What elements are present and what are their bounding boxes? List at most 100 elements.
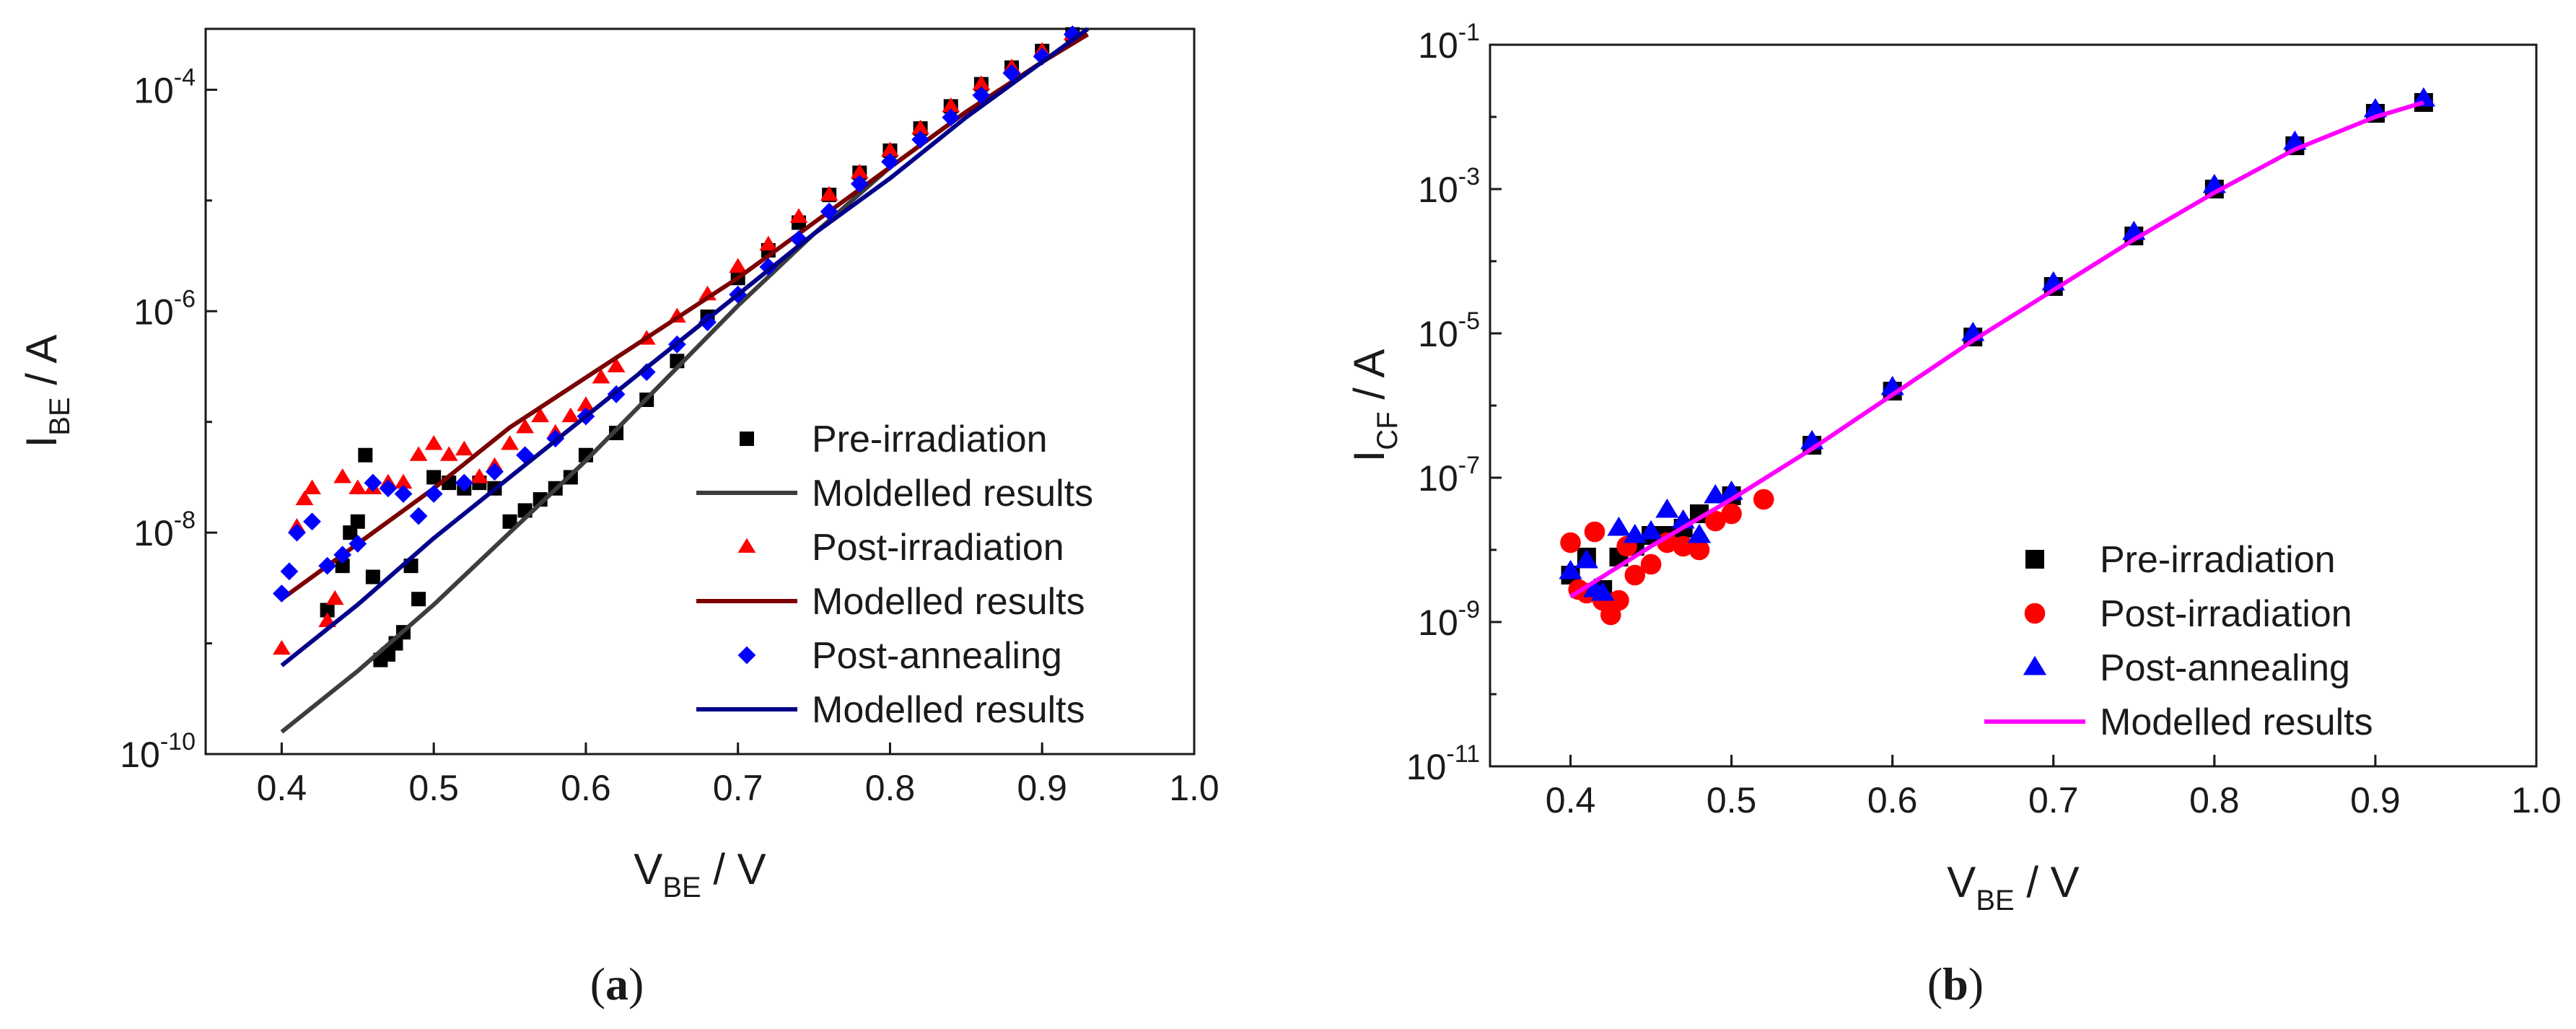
data-point	[1002, 64, 1021, 82]
panel-a-ticks: 0.4 0.5 0.6 0.7 0.8 0.9 1.0 10-10 10-8 10-6 10-4	[120, 64, 1219, 808]
data-point	[424, 485, 443, 503]
data-point	[409, 446, 428, 461]
data-point	[2363, 97, 2388, 118]
legend-marker-swatch	[737, 538, 756, 553]
data-point	[350, 514, 365, 529]
y-tick-label: 10-5	[1418, 307, 1480, 354]
panel-b-y-axis-label: ICF / A	[1345, 349, 1403, 463]
y-tick-label: 10-11	[1406, 740, 1480, 787]
data-point	[1655, 498, 1679, 518]
data-point	[1559, 559, 1582, 579]
data-point	[759, 235, 778, 251]
data-point	[411, 592, 426, 607]
x-tick-label: 1.0	[2511, 780, 2562, 820]
legend-entry-label: Post-annealing	[812, 635, 1062, 677]
data-point	[1584, 521, 1605, 543]
data-point	[1033, 47, 1051, 66]
panel-b-caption: (b)	[1927, 958, 1984, 1010]
data-point	[789, 208, 808, 223]
data-point	[607, 357, 626, 373]
data-point	[439, 446, 458, 461]
data-point	[455, 440, 473, 456]
legend-marker-swatch	[2023, 655, 2047, 675]
data-point	[1560, 532, 1581, 553]
data-point	[1591, 581, 1615, 601]
panel-a-plot-frame	[204, 27, 1196, 756]
data-point	[1687, 523, 1712, 543]
legend-entry-label: Modelled results	[812, 581, 1085, 623]
data-point	[561, 407, 580, 423]
series-line	[280, 27, 1090, 667]
data-point	[272, 639, 291, 655]
data-point	[577, 396, 595, 411]
data-point	[972, 75, 991, 90]
x-tick-label: 0.6	[561, 768, 611, 808]
data-point	[759, 258, 778, 276]
legend-entry-label: Post-irradiation	[2100, 593, 2352, 635]
y-tick-label: 10-8	[133, 507, 196, 553]
data-point	[850, 164, 869, 179]
data-point	[364, 473, 382, 492]
legend-marker-swatch	[2024, 603, 2046, 624]
legend-entry-label: Modelled results	[2100, 701, 2373, 743]
panel-a-x-axis-label: VBE / V	[634, 845, 766, 903]
data-point	[1574, 548, 1598, 569]
data-point	[911, 119, 930, 135]
x-tick-label: 0.4	[257, 768, 307, 808]
panel-b-series	[1559, 87, 2435, 626]
data-point	[1607, 516, 1631, 536]
y-tick-label: 10-1	[1418, 19, 1480, 66]
legend-entry-label: Modelled results	[812, 689, 1085, 731]
x-tick-label: 1.0	[1169, 768, 1219, 808]
y-tick-label: 10-9	[1418, 596, 1480, 643]
data-point	[850, 175, 869, 193]
data-point	[1721, 503, 1742, 525]
data-point	[426, 470, 442, 485]
data-point	[942, 97, 960, 113]
panel-a-series	[272, 25, 1090, 734]
data-point	[318, 556, 337, 575]
data-point	[1673, 535, 1694, 557]
data-point	[333, 468, 352, 483]
data-point	[424, 434, 443, 450]
data-point	[637, 363, 656, 382]
data-point	[272, 584, 291, 603]
panel-b-x-axis-label: VBE / V	[1947, 858, 2079, 916]
data-point	[1688, 539, 1710, 561]
legend-entry-label: Moldelled results	[812, 473, 1093, 514]
data-point	[531, 407, 550, 423]
data-point	[325, 590, 344, 605]
data-point	[1624, 564, 1646, 586]
data-point	[303, 479, 321, 494]
data-point	[303, 512, 321, 531]
legend-entry-label: Post-annealing	[2100, 647, 2350, 689]
data-point	[502, 514, 517, 529]
data-point	[394, 485, 413, 503]
legend-marker-swatch	[740, 432, 754, 446]
data-point	[358, 447, 373, 463]
x-tick-label: 0.9	[2350, 780, 2401, 820]
y-tick-label: 10-6	[133, 285, 196, 332]
data-point	[592, 368, 610, 384]
data-point	[820, 185, 838, 201]
panel-b-ticks: 0.4 0.5 0.6 0.7 0.8 0.9 1.0 10-11 10-9 10-7 10-5 10…	[1406, 19, 2562, 820]
legend-marker-swatch	[2025, 550, 2044, 569]
data-point	[349, 535, 367, 553]
data-point	[365, 569, 380, 584]
data-point	[455, 473, 473, 492]
x-tick-label: 0.7	[2028, 780, 2079, 820]
legend-marker-swatch	[737, 646, 756, 665]
y-tick-label: 10-7	[1418, 452, 1480, 499]
panel-b-legend: Pre-irradiation Post-irradiation Post-anne…	[1984, 539, 2373, 743]
data-point	[349, 479, 367, 494]
legend-entry-label: Pre-irradiation	[2100, 539, 2336, 581]
data-point	[280, 562, 299, 581]
data-point	[1640, 553, 1662, 575]
panel-b-chart: 0.4 0.5 0.6 0.7 0.8 0.9 1.0 10-11 10-9 10-7 10-5 10…	[1345, 19, 2562, 1010]
panel-a-y-axis-label: IBE / A	[17, 335, 76, 448]
data-point	[1063, 25, 1082, 44]
x-tick-label: 0.4	[1546, 780, 1596, 820]
data-point	[295, 490, 314, 506]
data-point	[972, 86, 991, 105]
